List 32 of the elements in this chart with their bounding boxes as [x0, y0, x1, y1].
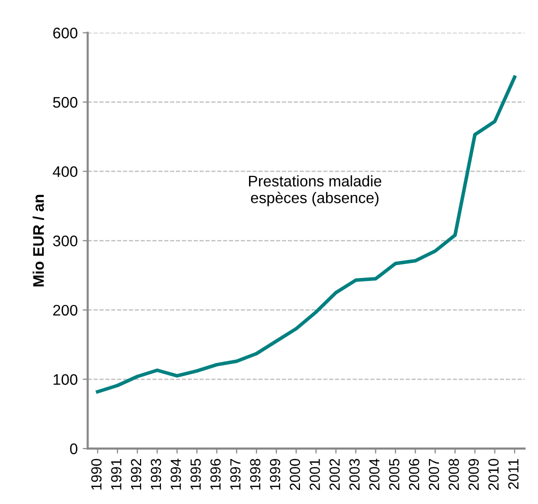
x-tick-label: 1997: [230, 459, 241, 490]
annotation: Prestations maladie espèces (absence): [249, 175, 382, 206]
x-tick-label: 1996: [210, 458, 221, 490]
x-tick-label: 2011: [508, 458, 519, 489]
y-axis-title: Mio EUR / an: [32, 194, 44, 286]
y-tick-label: 500: [53, 96, 78, 108]
x-tick-label: 2008: [448, 458, 459, 490]
y-tick-label: 100: [54, 374, 78, 385]
x-tick-label: 2001: [310, 458, 320, 490]
x-tick-label: 2002: [329, 459, 340, 490]
y-tick-label: 600: [53, 28, 78, 38]
x-tick-label: 1992: [130, 459, 142, 490]
x-tick-label: 2004: [369, 458, 380, 490]
x-tick-label: 2010: [488, 458, 499, 490]
y-tick-label: 0: [70, 443, 78, 454]
y-tick-label: 200: [53, 304, 78, 316]
x-tick-label: 2007: [428, 459, 440, 490]
x-tick-label: 2005: [389, 458, 400, 490]
x-tick-label: 2000: [290, 458, 300, 490]
x-tick-label: 1994: [170, 458, 181, 490]
x-tick-label: 1993: [150, 458, 162, 490]
y-tick-label: 300: [53, 236, 78, 246]
x-tick-label: 1995: [190, 458, 201, 490]
line-series: [96, 75, 516, 394]
x-tick-label: 2006: [408, 458, 420, 490]
y-tick-label: 400: [52, 166, 78, 178]
x-tick-label: 1991: [111, 458, 122, 490]
x-tick-label: 1998: [250, 458, 260, 490]
x-tick-label: 1999: [270, 458, 280, 490]
x-tick-label: 2009: [468, 458, 479, 490]
x-tick-label: 1990: [91, 458, 102, 490]
x-tick-label: 2003: [349, 458, 360, 490]
